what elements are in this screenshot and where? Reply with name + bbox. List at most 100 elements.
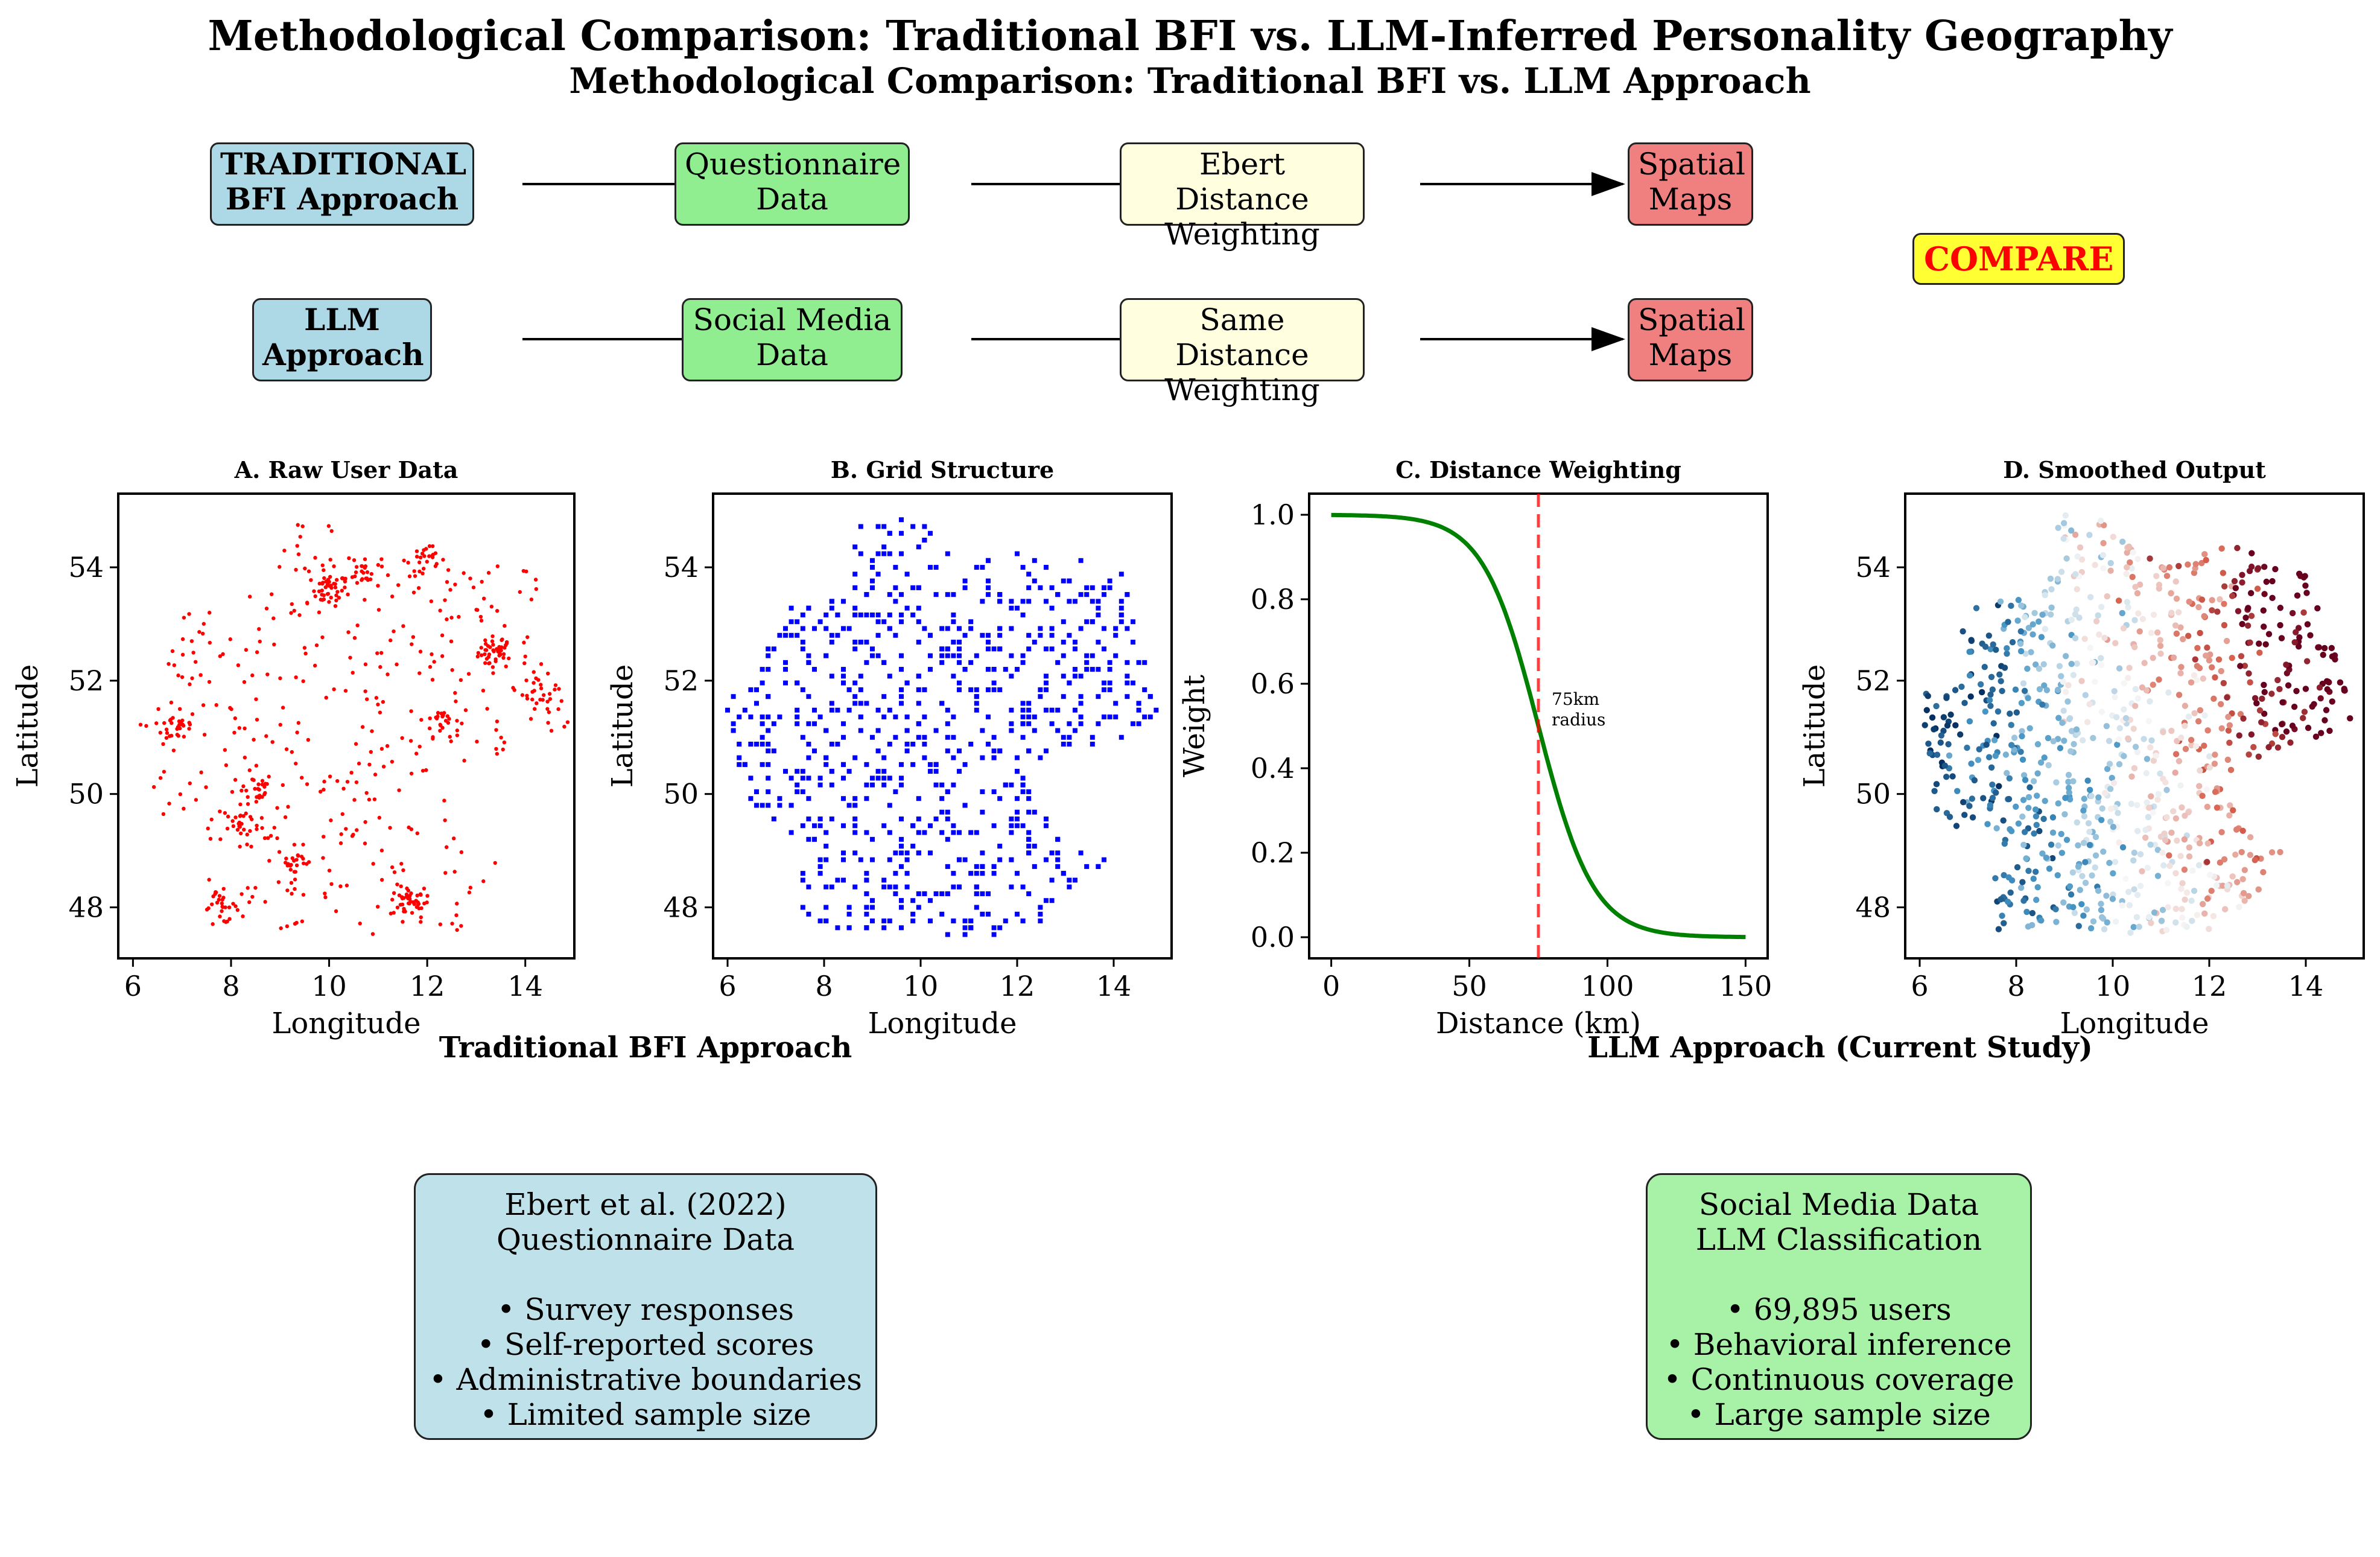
grid-cell [1125,673,1130,679]
grid-cell [1026,850,1032,856]
grid-cell [933,762,939,767]
smoothed-point [2045,762,2052,769]
smoothed-point [2060,899,2067,906]
smoothed-point [2245,670,2252,677]
grid-cell [1015,817,1020,821]
data-point [218,914,222,919]
smoothed-point [2090,734,2096,742]
grid-cell [904,742,910,747]
smoothed-point [2256,640,2262,647]
smoothed-point [2042,797,2048,804]
grid-cell [881,755,887,760]
grid-cell [1067,884,1072,890]
grid-cell [754,789,759,794]
smoothed-point [2098,900,2104,907]
smoothed-point [2226,739,2233,746]
grid-cell [1136,701,1141,706]
grid-cell [783,660,788,665]
data-point [241,814,246,818]
smoothed-point [2210,912,2217,920]
grid-cell [1038,755,1043,760]
smoothed-point [2103,722,2110,730]
smoothed-point [2227,802,2233,809]
data-point [453,582,457,587]
smoothed-point [1996,783,2002,789]
grid-cell [852,817,858,821]
smoothed-point [2084,719,2091,725]
smoothed-point [2019,813,2026,820]
data-point [532,670,536,674]
smoothed-point [2007,710,2013,717]
grid-cell [823,728,829,733]
grid-cell [858,728,863,733]
data-point [420,768,425,773]
grid-cell [1044,748,1049,754]
smoothed-point [2240,890,2247,897]
smoothed-point [2106,737,2113,744]
smoothed-point [1989,782,1996,788]
y-tick-label: 48 [1855,891,1891,923]
smoothed-point [1996,671,2003,678]
smoothed-point [2045,734,2052,742]
smoothed-point [2248,613,2255,619]
data-point [352,558,357,562]
grid-cell [951,871,956,876]
grid-cell [957,680,962,686]
grid-cell [904,605,910,611]
smoothed-point [1931,788,1938,794]
smoothed-point [2229,873,2236,880]
data-point [547,710,551,715]
grid-cell [910,762,916,767]
grid-cell [1049,707,1055,713]
smoothed-point [2047,575,2054,582]
x-axis-label: Longitude [271,1007,420,1040]
data-point [294,675,298,680]
grid-cell [766,803,771,808]
smoothed-point [2144,756,2151,762]
smoothed-point [2101,522,2107,529]
smoothed-point [2201,742,2207,749]
smoothed-point [2134,556,2141,562]
x-axis-label: Longitude [2060,1007,2209,1040]
data-point [432,660,436,664]
grid-cell [922,742,927,747]
grid-cell [974,905,979,910]
smoothed-point [2196,664,2203,672]
smoothed-point [1985,754,1993,760]
grid-cell [777,632,782,638]
smoothed-point [2175,562,2182,570]
grid-cell [1142,714,1147,719]
smoothed-point [2005,874,2012,880]
smoothed-point [2174,737,2180,745]
grid-cell [800,646,805,652]
grid-cell [777,714,782,719]
smoothed-point [2261,623,2267,630]
data-point [204,785,208,789]
grid-cell [1020,884,1026,890]
smoothed-point [2096,631,2102,638]
data-point [324,695,328,700]
data-point [403,909,407,914]
grid-cell [1038,911,1043,917]
smoothed-point [1969,814,1976,821]
grid-cell [800,612,805,617]
flow-same-weighting: Same Distance Weighting [1120,298,1365,407]
data-point [430,544,435,549]
grid-cell [1032,864,1037,869]
smoothed-point [2128,800,2134,807]
smoothed-point [2034,792,2040,799]
grid-cell [887,673,892,679]
data-point [379,747,384,751]
smoothed-point [2247,834,2254,841]
smoothed-point [1941,762,1949,769]
data-point [182,806,186,811]
main-title: Methodological Comparison: Traditional B… [208,12,2172,60]
data-point [438,728,442,733]
smoothed-point [2036,618,2042,625]
data-point [198,673,203,677]
smoothed-point [1966,648,1973,655]
smoothed-point [2134,827,2141,835]
smoothed-point [2312,733,2320,740]
smoothed-point [2265,743,2272,751]
smoothed-point [2143,770,2150,777]
